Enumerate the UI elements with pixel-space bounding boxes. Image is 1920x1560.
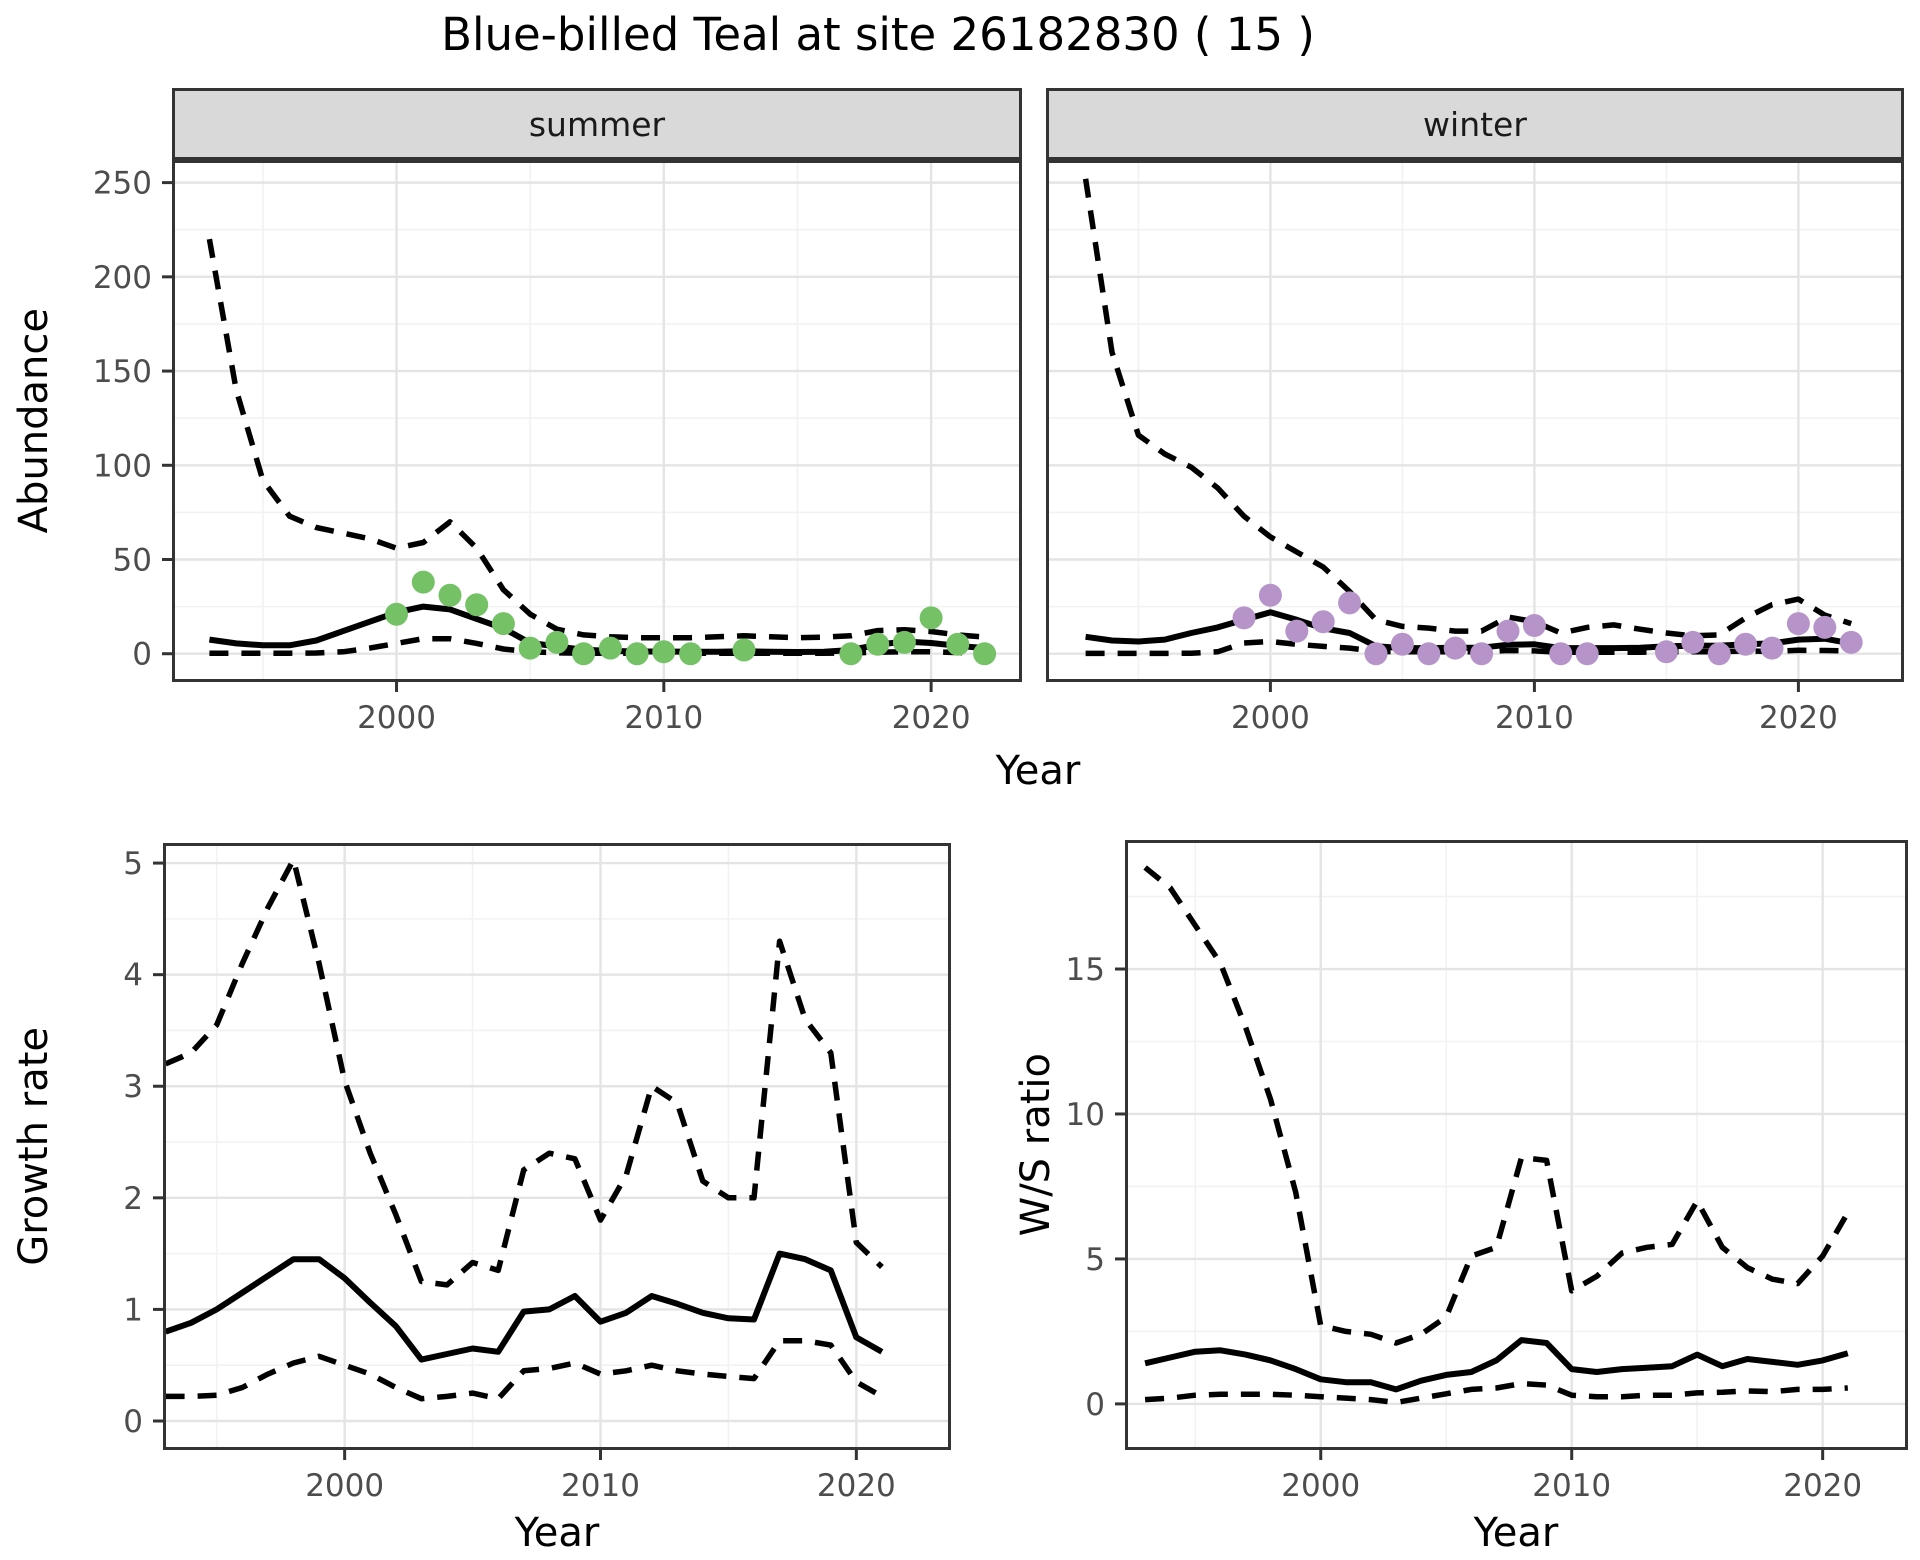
- facet-strip-winter-label: winter: [1423, 104, 1527, 144]
- ws-ratio-chart: 2000 2010 2020 0 5 10 15: [1066, 840, 1908, 1504]
- svg-text:2010: 2010: [1495, 700, 1574, 736]
- svg-text:4: 4: [123, 958, 143, 994]
- ws-ratio-axis-label: W/S ratio: [1013, 1053, 1059, 1237]
- svg-text:2020: 2020: [1783, 1468, 1862, 1504]
- svg-text:2010: 2010: [561, 1468, 640, 1504]
- svg-text:2020: 2020: [892, 700, 971, 736]
- svg-text:100: 100: [93, 448, 152, 484]
- figure-title: Blue-billed Teal at site 26182830 ( 15 ): [441, 8, 1315, 61]
- svg-text:2010: 2010: [1532, 1468, 1611, 1504]
- svg-text:2020: 2020: [817, 1468, 896, 1504]
- svg-text:2000: 2000: [1281, 1468, 1360, 1504]
- svg-text:250: 250: [93, 166, 152, 202]
- svg-text:0: 0: [123, 1404, 143, 1440]
- svg-text:2020: 2020: [1759, 700, 1838, 736]
- svg-text:2: 2: [123, 1181, 143, 1217]
- svg-text:50: 50: [113, 543, 152, 579]
- facet-strip-summer: summer: [172, 88, 1022, 160]
- svg-text:2000: 2000: [305, 1468, 384, 1504]
- svg-text:3: 3: [123, 1069, 143, 1105]
- facet-strip-winter: winter: [1046, 88, 1904, 160]
- svg-text:2000: 2000: [357, 700, 436, 736]
- abundance-winter-chart: 2000 2010 2020: [1046, 160, 1904, 736]
- year-axis-label-ws: Year: [1473, 1510, 1559, 1556]
- svg-text:200: 200: [93, 260, 152, 296]
- abundance-axis-label: Abundance: [11, 308, 57, 534]
- svg-text:10: 10: [1066, 1097, 1105, 1133]
- year-axis-label-top: Year: [995, 748, 1081, 794]
- svg-text:2010: 2010: [624, 700, 703, 736]
- svg-text:5: 5: [1085, 1242, 1105, 1278]
- svg-text:5: 5: [123, 846, 143, 882]
- svg-text:0: 0: [1085, 1387, 1105, 1423]
- abundance-summer-chart: 2000 2010 2020 0 50 100 150 200 250: [93, 160, 1022, 736]
- svg-text:150: 150: [93, 354, 152, 390]
- facet-strip-summer-label: summer: [528, 104, 666, 144]
- svg-text:15: 15: [1066, 952, 1105, 988]
- svg-text:0: 0: [132, 637, 152, 673]
- svg-text:2000: 2000: [1231, 700, 1310, 736]
- growth-rate-axis-label: Growth rate: [11, 1027, 57, 1266]
- svg-text:1: 1: [123, 1292, 143, 1328]
- growth-rate-chart: 2000 2010 2020 0 1 2 3 4 5: [123, 843, 951, 1504]
- year-axis-label-growth: Year: [514, 1510, 600, 1556]
